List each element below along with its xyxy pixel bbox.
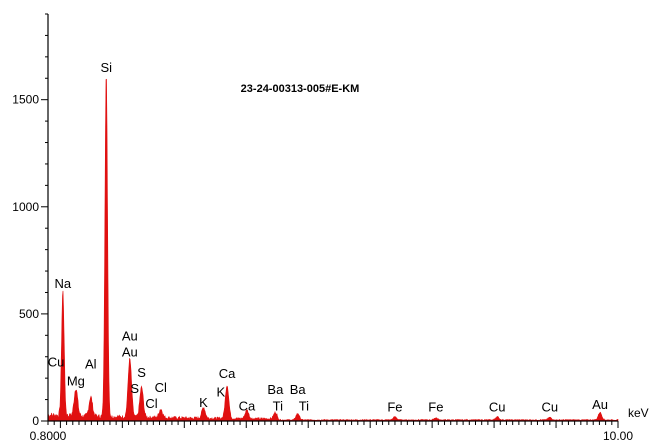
axes: 0 500 1000 1500 0.8000 10.00 bbox=[12, 13, 633, 441]
y-tick-label: 1000 bbox=[12, 200, 39, 214]
peak-label: Cl bbox=[145, 396, 157, 411]
x-tick-label: 10.00 bbox=[603, 429, 633, 441]
peak-label: Cu bbox=[542, 399, 559, 414]
peak-label: S bbox=[137, 365, 146, 380]
peak-label: Ca bbox=[239, 398, 256, 413]
y-tick-label: 0 bbox=[32, 414, 39, 428]
chart-title: 23-24-00313-005#E-KM bbox=[241, 83, 360, 95]
peak-label: Fe bbox=[387, 399, 402, 414]
peak-label: K bbox=[199, 395, 208, 410]
peak-label: Au bbox=[122, 329, 138, 344]
y-tick-label: 500 bbox=[19, 307, 39, 321]
peak-label: Ti bbox=[299, 398, 309, 413]
y-tick-label: 1500 bbox=[12, 93, 39, 107]
peak-label: Au bbox=[592, 397, 608, 412]
peak-label: Ba bbox=[267, 382, 284, 397]
peak-label: K bbox=[217, 384, 226, 399]
peak-label: Mg bbox=[67, 374, 85, 389]
peak-label: Ba bbox=[290, 382, 307, 397]
peak-label: Ca bbox=[219, 366, 236, 381]
peak-label: S bbox=[130, 381, 139, 396]
x-tick-label: 0.8000 bbox=[30, 429, 67, 441]
spectrum-plot-area bbox=[47, 78, 619, 422]
peak-label: Si bbox=[100, 60, 112, 75]
peak-label: Cu bbox=[489, 399, 506, 414]
peak-label: Al bbox=[85, 357, 97, 372]
peak-label: Cu bbox=[48, 354, 65, 369]
peak-label: Fe bbox=[428, 399, 443, 414]
peak-label: Cl bbox=[155, 380, 167, 395]
peak-label: Na bbox=[55, 276, 72, 291]
peak-label: Au bbox=[122, 345, 138, 360]
spectrum-area bbox=[47, 78, 619, 422]
x-axis-unit-label: keV bbox=[628, 406, 649, 420]
peak-label: Ti bbox=[273, 398, 283, 413]
